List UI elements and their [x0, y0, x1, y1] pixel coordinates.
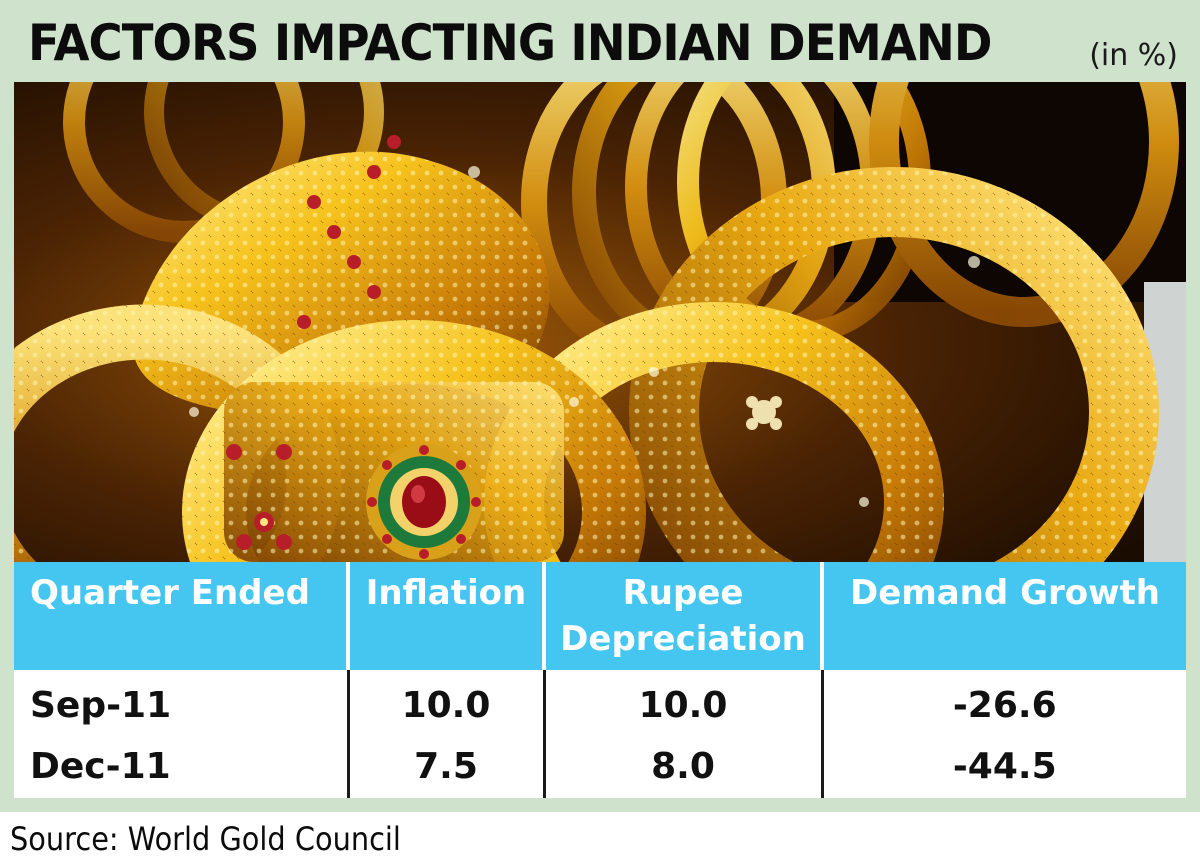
- column-header-inflation: Inflation: [348, 562, 546, 670]
- cell-demand-growth: -44.5: [952, 745, 1057, 787]
- cell-rupee-depreciation: 8.0: [544, 734, 824, 798]
- cell-demand-growth: -26.6: [952, 684, 1057, 726]
- table-row: Dec-11 7.5 8.0 -44.5: [14, 734, 1186, 798]
- cell-inflation: 10.0: [348, 670, 546, 734]
- cell-quarter: Dec-11: [14, 734, 350, 798]
- gold-jewellery-photo: [14, 82, 1186, 562]
- column-header-rupee-depreciation: Rupee Depreciation: [544, 562, 824, 670]
- column-header-demand-growth: Demand Growth: [822, 562, 1186, 670]
- source-credit: Source: World Gold Council: [10, 820, 401, 858]
- ruby-cluster: [366, 444, 482, 560]
- demand-factors-table: Quarter Ended Inflation Rupee Depreciati…: [14, 562, 1186, 798]
- cell-rupee-depreciation: 10.0: [544, 670, 824, 734]
- table-row: Sep-11 10.0 10.0 -26.6: [14, 670, 1186, 734]
- data-table-container: Quarter Ended Inflation Rupee Depreciati…: [14, 562, 1186, 798]
- cell-inflation: 7.5: [348, 734, 546, 798]
- table-header-row: Quarter Ended Inflation Rupee Depreciati…: [14, 562, 1186, 670]
- column-header-quarter: Quarter Ended: [14, 562, 350, 670]
- chart-title: FACTORS IMPACTING INDIAN DEMAND: [28, 14, 993, 72]
- cell-quarter: Sep-11: [14, 670, 350, 734]
- unit-label: (in %): [1089, 38, 1178, 73]
